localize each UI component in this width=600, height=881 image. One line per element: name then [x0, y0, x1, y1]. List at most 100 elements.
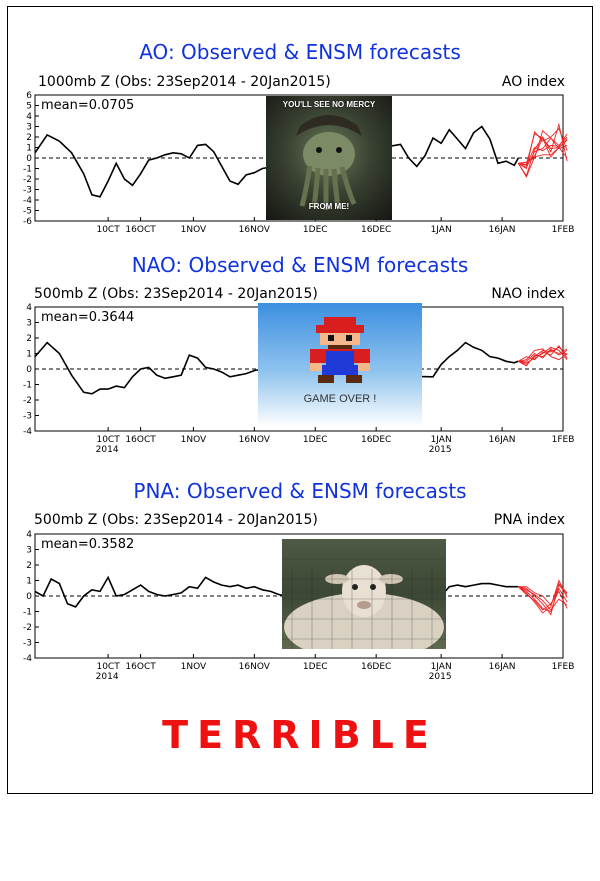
ao-ensemble-line-0 [518, 127, 568, 170]
nao-x-tick-year-6: 2015 [429, 445, 452, 455]
ao-y-tick-label-12: -6 [23, 217, 32, 227]
nao-y-tick-label-7: -3 [23, 412, 32, 422]
terrible-caption: TERRIBLE [162, 713, 438, 757]
ao-mean-label: mean=0.0705 [41, 98, 134, 113]
game-over-text: GAME OVER ! [303, 393, 377, 405]
ao-y-tick-label-3: 3 [26, 123, 32, 133]
sheep-icon [282, 558, 446, 649]
ao-y-tick-label-8: -2 [23, 175, 32, 185]
nao-y-tick-label-0: 4 [26, 303, 32, 313]
nao-x-tick-label-3: 16NOV [239, 435, 271, 445]
pna-x-tick-label-5: 16DEC [361, 662, 391, 672]
ao-y-tick-label-6: 0 [26, 154, 32, 164]
pna-mean-label: mean=0.3582 [41, 537, 134, 552]
nao-y-tick-label-2: 2 [26, 334, 32, 344]
ao-x-tick-label-6: 1JAN [431, 225, 452, 235]
pna-x-tick-label-7: 16JAN [489, 662, 516, 672]
kraken-meme-image: YOU'LL SEE NO MERCY FROM ME! [266, 96, 392, 220]
nao-x-tick-label-8: 1FEB [552, 435, 575, 445]
nao-subtitle: 500mb Z (Obs: 23Sep2014 - 20Jan2015) [34, 286, 318, 302]
pna-x-tick-label-6: 1JAN [431, 662, 452, 672]
ao-y-tick-label-11: -5 [23, 207, 32, 217]
pna-x-tick-label-0: 10CT [96, 662, 120, 672]
nao-x-tick-label-6: 1JAN [431, 435, 452, 445]
pna-x-tick-year-6: 2015 [429, 672, 452, 682]
nao-y-tick-label-6: -2 [23, 396, 32, 406]
pna-ensemble-line-1 [518, 582, 568, 616]
pna-subtitle: 500mb Z (Obs: 23Sep2014 - 20Jan2015) [34, 512, 318, 528]
ao-y-tick-label-10: -4 [23, 196, 32, 206]
ao-ensemble-line-7 [518, 129, 568, 164]
ao-x-tick-label-8: 1FEB [552, 225, 575, 235]
nao-ensemble-line-4 [518, 348, 568, 362]
game-over-meme-image: GAME OVER ! [258, 303, 422, 427]
kraken-face-icon [296, 115, 362, 210]
pna-y-tick-label-5: -1 [23, 608, 32, 618]
ao-index-label: AO index [501, 74, 565, 90]
nao-y-tick-label-3: 1 [26, 350, 32, 360]
ao-x-tick-label-1: 16OCT [125, 225, 156, 235]
kraken-bottom-text: FROM ME! [308, 202, 350, 211]
pna-y-tick-label-6: -2 [23, 623, 32, 633]
pna-index-label: PNA index [493, 512, 565, 528]
sheep-meme-image [282, 539, 446, 649]
pna-x-tick-year-0: 2014 [96, 672, 119, 682]
nao-x-tick-label-5: 16DEC [361, 435, 391, 445]
pna-y-tick-label-1: 3 [26, 546, 32, 556]
pna-x-tick-label-3: 16NOV [239, 662, 271, 672]
ao-y-tick-label-5: 1 [26, 144, 32, 154]
ao-y-tick-label-7: -1 [23, 165, 32, 175]
nao-ensemble-line-2 [518, 345, 568, 362]
pixel-mario-icon [310, 317, 370, 383]
nao-title: NAO: Observed & ENSM forecasts [131, 253, 469, 277]
ao-ensemble-line-5 [517, 139, 568, 178]
ao-title: AO: Observed & ENSM forecasts [139, 40, 461, 64]
pna-y-tick-label-8: -4 [23, 654, 32, 664]
ao-y-tick-label-9: -3 [23, 186, 32, 196]
pna-ensemble-line-3 [518, 586, 568, 611]
ao-y-tick-label-1: 5 [26, 102, 32, 112]
pna-ensemble-line-5 [518, 584, 568, 607]
ao-x-tick-label-5: 16DEC [361, 225, 391, 235]
pna-ensemble-line-2 [518, 579, 568, 614]
pna-ensemble-line-4 [517, 586, 568, 611]
pna-x-tick-label-2: 1NOV [181, 662, 207, 672]
pna-x-tick-label-1: 16OCT [125, 662, 156, 672]
nao-ensemble-line-0 [518, 346, 568, 365]
pna-ensemble-line-0 [518, 586, 568, 613]
ao-ensemble-line-2 [518, 133, 568, 166]
nao-y-tick-label-1: 3 [26, 319, 32, 329]
ao-y-tick-label-4: 2 [26, 133, 32, 143]
nao-ensemble-line-3 [518, 348, 568, 367]
ao-y-tick-label-0: 6 [26, 91, 32, 101]
ao-y-tick-label-2: 4 [26, 112, 32, 122]
pna-x-tick-label-8: 1FEB [552, 662, 575, 672]
nao-x-tick-label-7: 16JAN [489, 435, 516, 445]
pna-title: PNA: Observed & ENSM forecasts [133, 479, 467, 503]
nao-x-tick-label-4: 1DEC [303, 435, 328, 445]
nao-y-tick-label-4: 0 [26, 365, 32, 375]
nao-y-tick-label-8: -4 [23, 427, 32, 437]
nao-mean-label: mean=0.3644 [41, 310, 134, 325]
pna-x-tick-label-4: 1DEC [303, 662, 328, 672]
nao-x-tick-label-0: 10CT [96, 435, 120, 445]
kraken-top-text: YOU'LL SEE NO MERCY [282, 100, 376, 109]
nao-x-tick-label-2: 1NOV [181, 435, 207, 445]
ao-x-tick-label-3: 16NOV [239, 225, 271, 235]
pna-y-tick-label-0: 4 [26, 530, 32, 540]
ao-observed-line [34, 125, 520, 198]
ao-x-tick-label-4: 1DEC [303, 225, 328, 235]
nao-x-tick-year-0: 2014 [96, 445, 119, 455]
nao-observed-line [34, 341, 519, 395]
pna-y-tick-label-4: 0 [26, 592, 32, 602]
ao-x-tick-label-2: 1NOV [181, 225, 207, 235]
figure-frame [7, 6, 593, 794]
ao-ensemble-line-6 [518, 137, 568, 169]
ao-x-tick-label-7: 16JAN [489, 225, 516, 235]
pna-observed-line [34, 575, 519, 608]
pna-y-tick-label-7: -3 [23, 639, 32, 649]
ao-subtitle: 1000mb Z (Obs: 23Sep2014 - 20Jan2015) [38, 74, 331, 90]
nao-ensemble-line-5 [518, 346, 568, 364]
nao-y-tick-label-5: -1 [23, 381, 32, 391]
